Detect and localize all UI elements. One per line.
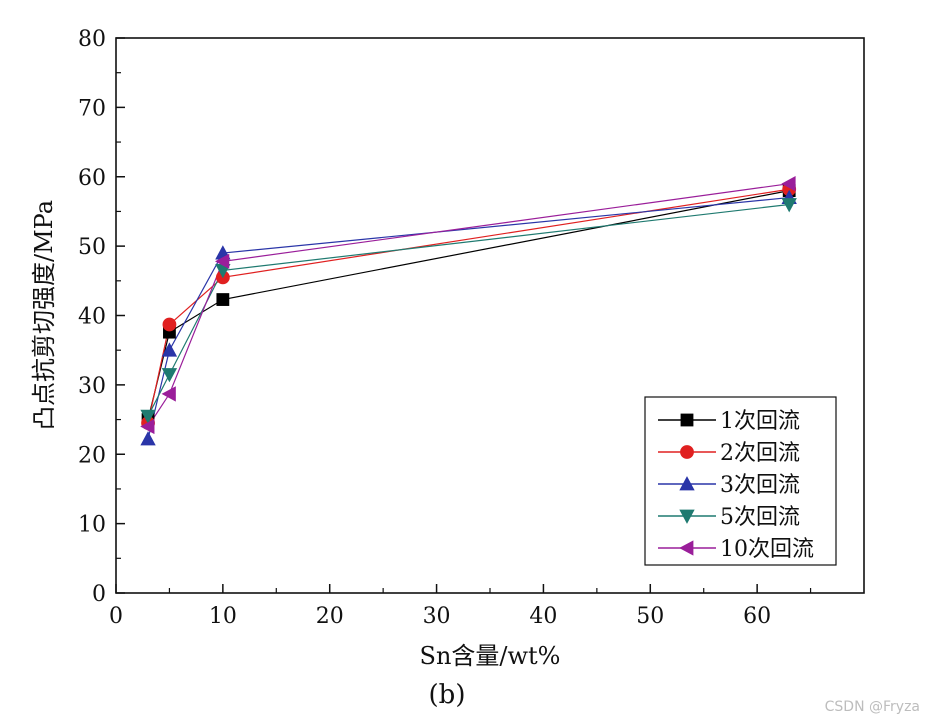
series-layer <box>140 176 797 446</box>
data-point <box>161 342 178 357</box>
legend-label: 3次回流 <box>720 473 800 498</box>
legend: 1次回流 2次回流 3次回流 5次回流 10次回流 <box>644 396 837 566</box>
data-point <box>216 293 230 306</box>
x-tick-label: 10 <box>209 604 237 629</box>
y-tick-label: 80 <box>78 27 106 52</box>
x-tick-label: 0 <box>109 604 123 629</box>
series-markers-1 <box>141 184 796 426</box>
y-tick-label: 0 <box>92 582 106 607</box>
legend-item: 1次回流 <box>658 409 800 434</box>
data-point <box>161 368 178 383</box>
x-tick-label: 20 <box>316 604 344 629</box>
series-line <box>147 190 790 420</box>
legend-box <box>644 396 837 566</box>
x-tick-label: 30 <box>423 604 451 629</box>
x-tick-label: 60 <box>743 604 771 629</box>
series-5 <box>147 183 790 427</box>
y-tick-label: 70 <box>78 96 106 121</box>
data-point <box>161 386 176 402</box>
y-axis-label: 凸点抗剪切强度/MPa <box>30 200 58 430</box>
legend-marker <box>679 509 695 524</box>
legend-marker <box>679 476 695 491</box>
axis-ticks: 0 10 20 30 40 50 60 70 80 0 10 20 30 40 50 60 <box>78 27 812 629</box>
figure-caption: (b) <box>429 680 466 710</box>
y-tick-label: 60 <box>78 166 106 191</box>
legend-marker <box>680 445 694 459</box>
data-point <box>781 198 797 213</box>
y-tick-label: 20 <box>78 443 106 468</box>
data-point <box>781 176 796 192</box>
legend-marker <box>679 540 694 556</box>
series-1 <box>147 190 790 420</box>
legend-item: 3次回流 <box>658 473 800 498</box>
legend-marker <box>680 413 694 427</box>
y-tick-label: 40 <box>78 305 106 330</box>
legend-item: 5次回流 <box>658 505 800 530</box>
series-2 <box>147 188 790 424</box>
data-point <box>162 317 177 332</box>
series-markers-4 <box>140 198 797 424</box>
legend-item: 10次回流 <box>658 537 814 562</box>
data-point <box>215 253 230 270</box>
series-line <box>147 188 790 424</box>
data-point <box>140 409 156 424</box>
x-tick-label: 50 <box>636 604 664 629</box>
series-line <box>147 203 790 417</box>
series-line <box>147 183 790 427</box>
legend-item: 2次回流 <box>658 441 800 466</box>
x-tick-label: 40 <box>529 604 557 629</box>
y-tick-label: 10 <box>78 513 106 538</box>
legend-label: 1次回流 <box>720 409 800 434</box>
y-tick-label: 50 <box>78 235 106 260</box>
watermark: CSDN @Fryza <box>825 699 920 715</box>
legend-label: 2次回流 <box>720 441 800 466</box>
series-markers-2 <box>141 182 797 430</box>
x-axis-label: Sn含量/wt% <box>420 642 561 670</box>
series-4 <box>147 203 790 417</box>
series-markers-5 <box>140 176 796 435</box>
data-point <box>140 418 155 435</box>
legend-label: 5次回流 <box>720 505 800 530</box>
y-tick-label: 30 <box>78 374 106 399</box>
data-point <box>140 431 156 446</box>
legend-label: 10次回流 <box>720 537 814 562</box>
